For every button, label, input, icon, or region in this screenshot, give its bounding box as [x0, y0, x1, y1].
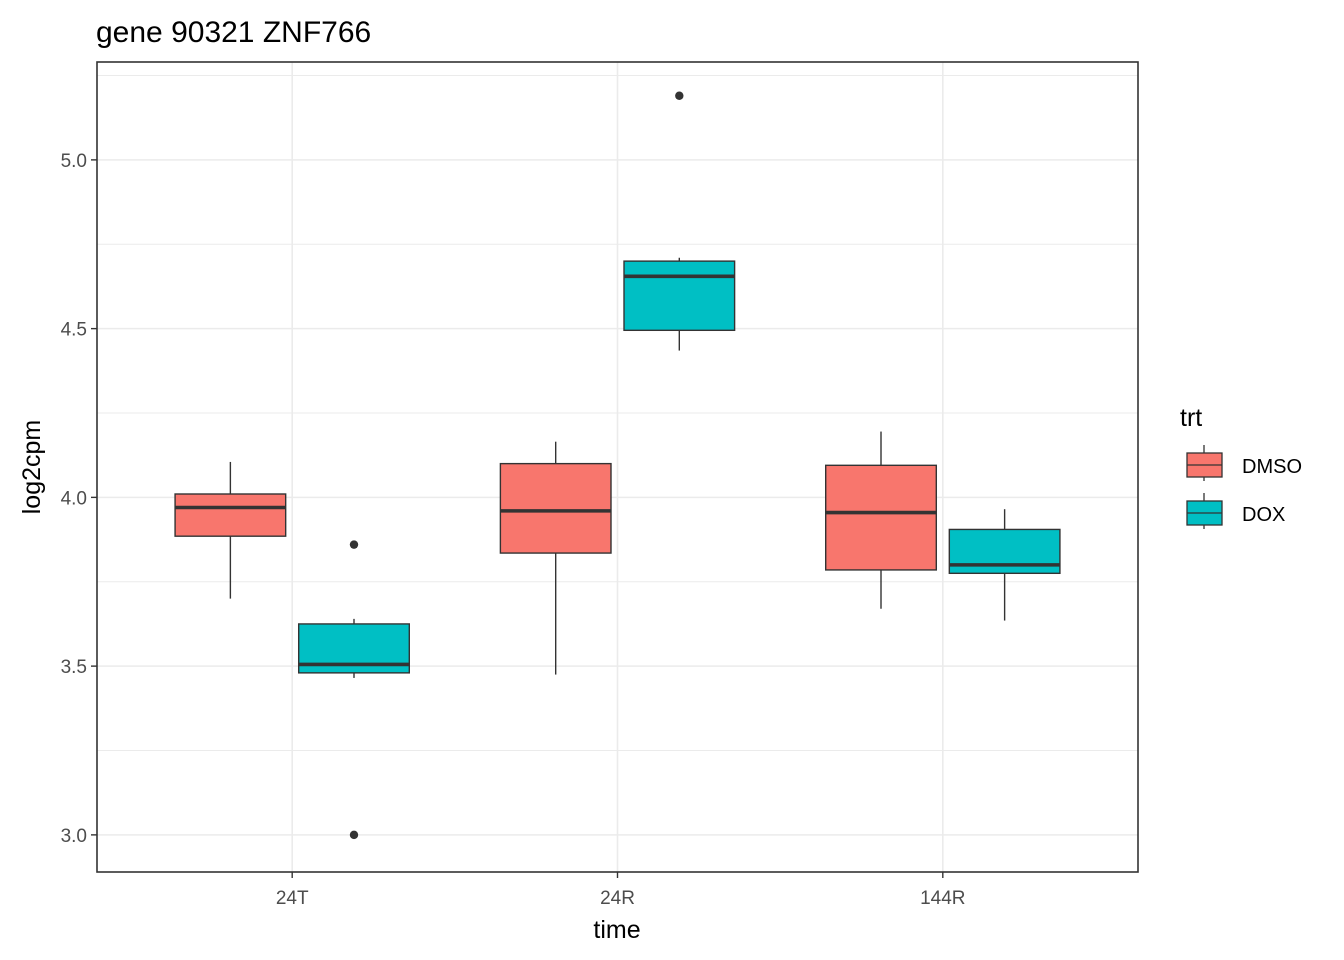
x-tick-label: 24T	[276, 888, 309, 909]
y-axis: 3.0 3.5 4.0 4.5 5.0	[61, 151, 97, 847]
outlier-point	[349, 830, 359, 840]
box-body	[948, 528, 1061, 575]
chart-title: gene 90321 ZNF766	[96, 16, 371, 49]
box-dox-24r	[623, 91, 736, 351]
box-dmso-24r	[499, 441, 612, 675]
box-body	[825, 464, 938, 571]
box-layer	[174, 91, 1061, 840]
legend-title: trt	[1180, 404, 1202, 432]
legend: trt DMSO DOX	[1180, 404, 1302, 529]
y-tick-label: 5.0	[61, 151, 87, 172]
x-tick-label: 24R	[600, 888, 635, 909]
y-tick-label: 4.5	[61, 320, 87, 341]
x-axis: 24T 24R 144R	[276, 872, 966, 909]
y-tick-label: 3.0	[61, 826, 87, 847]
outlier-point	[675, 91, 684, 100]
box-dmso-24t	[174, 461, 287, 599]
legend-key-dox: DOX	[1186, 493, 1285, 529]
y-tick-label: 3.5	[61, 657, 87, 678]
legend-label: DMSO	[1242, 456, 1302, 478]
y-axis-label: log2cpm	[18, 420, 46, 515]
box-body	[499, 462, 612, 554]
box-body	[623, 260, 736, 332]
legend-label: DOX	[1242, 504, 1285, 526]
x-tick-label: 144R	[920, 888, 965, 909]
box-dox-24t	[297, 540, 411, 840]
y-tick-label: 4.0	[61, 488, 87, 509]
outlier-point	[349, 540, 359, 549]
x-axis-label: time	[593, 916, 640, 944]
legend-key-dmso: DMSO	[1186, 445, 1302, 481]
box-body	[174, 493, 287, 537]
legend-keys: DMSO DOX	[1186, 445, 1302, 529]
box-dox-144r	[948, 509, 1061, 621]
box-dmso-144r	[825, 431, 938, 609]
